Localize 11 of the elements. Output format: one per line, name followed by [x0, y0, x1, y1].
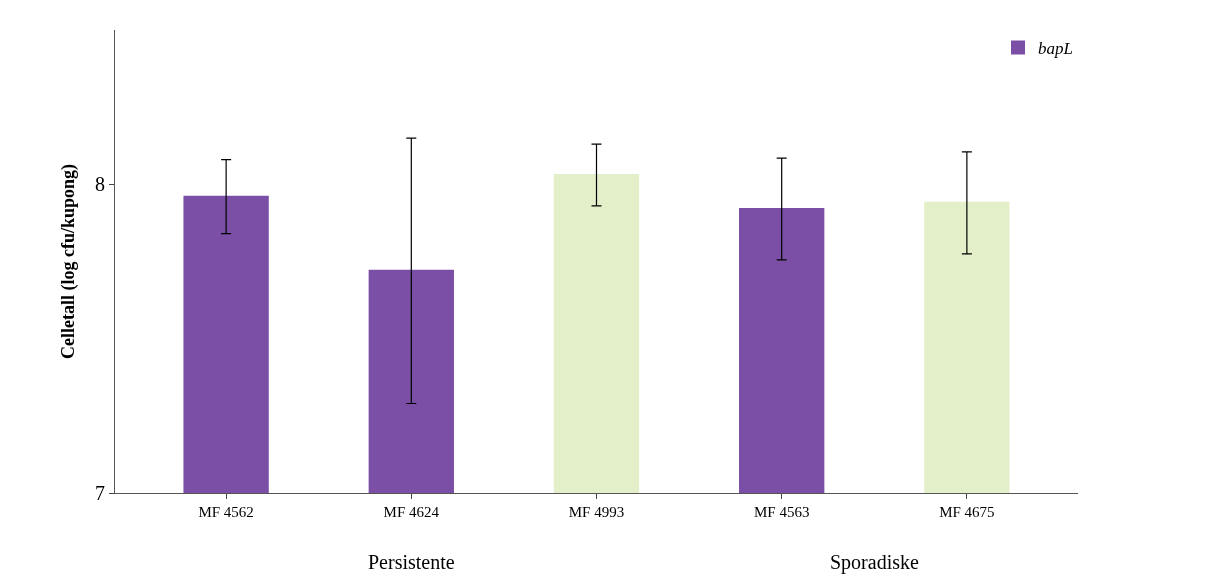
y-axis-title: Celletall (log cfu/kupong) — [58, 163, 80, 360]
x-tick-label: MF 4675 — [939, 504, 995, 520]
x-tick-label: MF 4563 — [753, 504, 810, 520]
y-tick-label: 8 — [95, 173, 105, 196]
x-tick-label: MF 4624 — [383, 504, 440, 520]
text: Persistente — [368, 551, 455, 573]
x-tick-label: MF 4562 — [198, 504, 254, 520]
text: Sporadiske — [830, 551, 919, 574]
legend-label: bapL — [1038, 39, 1073, 59]
x-tick-label: MF 4993 — [568, 504, 625, 520]
y-tick-label: 7 — [95, 482, 105, 504]
